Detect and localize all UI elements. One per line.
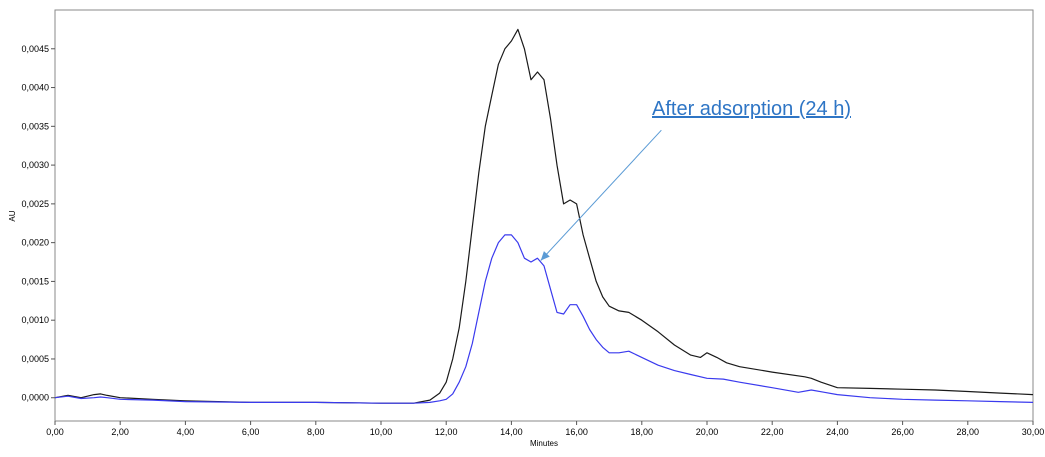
plot-frame bbox=[54, 9, 1034, 422]
x-tick-label: 22,00 bbox=[761, 427, 784, 437]
x-tick-label: 18,00 bbox=[631, 427, 654, 437]
y-tick-label: 0,0010 bbox=[21, 315, 49, 325]
y-tick-label: 0,0005 bbox=[21, 354, 49, 364]
x-tick-label: 8,00 bbox=[307, 427, 325, 437]
y-tick-label: 0,0035 bbox=[21, 121, 49, 131]
x-tick-label: 10,00 bbox=[370, 427, 393, 437]
annotation-label: After adsorption (24 h) bbox=[652, 98, 851, 120]
x-tick-label: 30,00 bbox=[1022, 427, 1045, 437]
annotation-arrow bbox=[540, 129, 662, 261]
series-layer bbox=[54, 28, 1034, 404]
annotation-layer: After adsorption (24 h) bbox=[540, 98, 851, 261]
y-tick-label: 0,0030 bbox=[21, 160, 49, 170]
x-tick-label: 24,00 bbox=[826, 427, 849, 437]
x-tick-label: 28,00 bbox=[957, 427, 980, 437]
series-line-blue bbox=[54, 234, 1034, 404]
y-tick-label: 0,0020 bbox=[21, 238, 49, 248]
y-tick-label: 0,0015 bbox=[21, 276, 49, 286]
x-tick-label: 20,00 bbox=[696, 427, 719, 437]
x-tick-label: 2,00 bbox=[111, 427, 129, 437]
x-tick-label: 14,00 bbox=[500, 427, 523, 437]
y-tick-label: 0,0040 bbox=[21, 83, 49, 93]
y-axis-ticks: 0,0000 0,0005 0,0010 0,0015 0,0020 0,0025 0,00… bbox=[21, 44, 55, 403]
y-tick-label: 0,0000 bbox=[21, 393, 49, 403]
x-tick-label: 12,00 bbox=[435, 427, 458, 437]
x-tick-label: 6,00 bbox=[242, 427, 260, 437]
annotation-arrowhead bbox=[540, 251, 550, 261]
x-tick-label: 0,00 bbox=[46, 427, 64, 437]
x-tick-label: 26,00 bbox=[891, 427, 914, 437]
y-tick-label: 0,0025 bbox=[21, 199, 49, 209]
y-tick-label: 0,0045 bbox=[21, 44, 49, 54]
y-axis-title: AU bbox=[8, 210, 17, 221]
x-tick-label: 16,00 bbox=[565, 427, 588, 437]
x-tick-label: 4,00 bbox=[177, 427, 195, 437]
x-axis-ticks: 0,00 2,00 4,00 6,00 8,00 10,00 12,00 14,00 16,00… bbox=[46, 421, 1044, 437]
x-axis-title: Minutes bbox=[530, 439, 558, 448]
